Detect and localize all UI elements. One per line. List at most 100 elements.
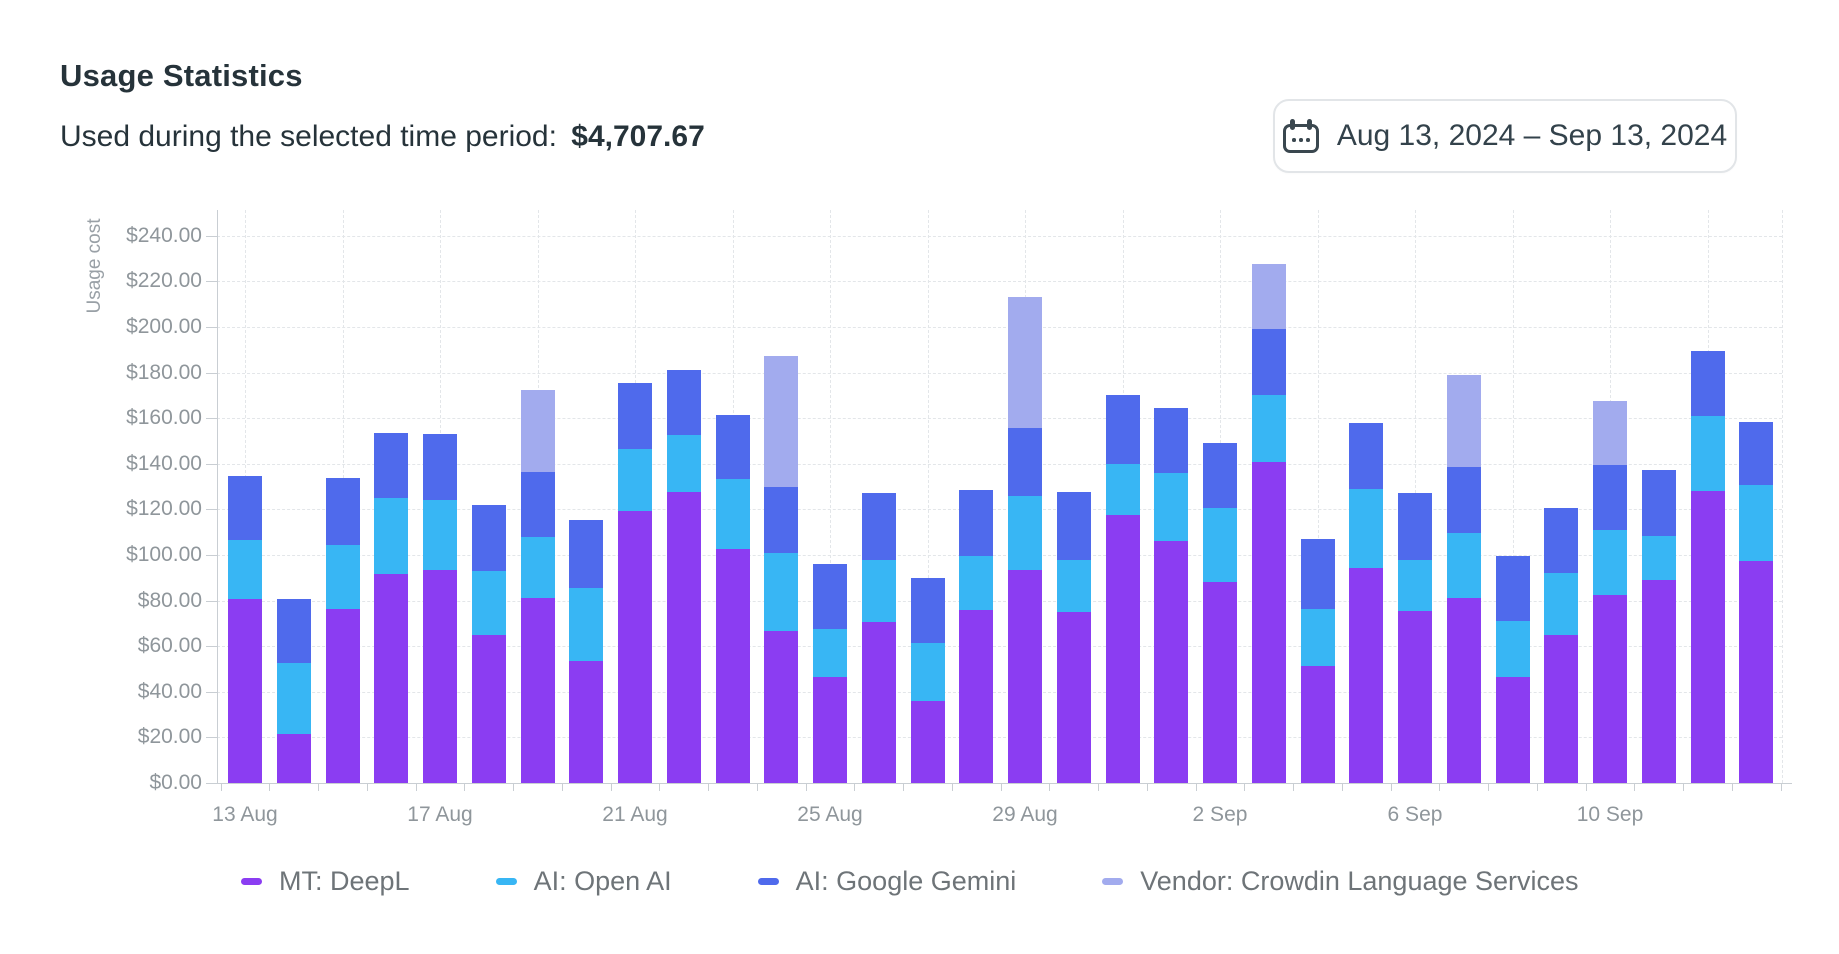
bar-segment-deepl[interactable] <box>1203 582 1237 783</box>
bar-segment-open-ai[interactable] <box>861 559 896 623</box>
bar-segment-google-gemini[interactable] <box>1446 467 1481 534</box>
bar-segment-google-gemini[interactable] <box>959 490 994 557</box>
bar-segment-open-ai[interactable] <box>1593 529 1627 595</box>
bar-7-sep[interactable] <box>1446 374 1481 783</box>
bar-segment-open-ai[interactable] <box>1251 395 1286 462</box>
bar-segment-google-gemini[interactable] <box>1349 422 1384 489</box>
bar-segment-open-ai[interactable] <box>1203 508 1237 583</box>
bar-20-aug[interactable] <box>569 519 604 783</box>
bar-19-aug[interactable] <box>520 389 555 783</box>
bar-segment-open-ai[interactable] <box>715 478 750 550</box>
bar-segment-open-ai[interactable] <box>618 449 652 511</box>
bar-segment-google-gemini[interactable] <box>1056 492 1091 560</box>
bar-segment-deepl[interactable] <box>325 608 360 783</box>
bar-segment-deepl[interactable] <box>1446 598 1481 783</box>
bar-13-sep[interactable] <box>1739 421 1774 783</box>
bar-segment-open-ai[interactable] <box>1641 535 1676 581</box>
bar-segment-deepl[interactable] <box>374 574 409 783</box>
bar-segment-deepl[interactable] <box>813 676 847 783</box>
bar-4-sep[interactable] <box>1300 539 1335 783</box>
bar-segment-open-ai[interactable] <box>1739 485 1774 561</box>
bar-segment-open-ai[interactable] <box>1154 472 1189 542</box>
bar-segment-crowdin-language-services[interactable] <box>520 389 555 472</box>
bar-8-sep[interactable] <box>1495 556 1530 783</box>
bar-segment-open-ai[interactable] <box>1446 533 1481 599</box>
bar-9-sep[interactable] <box>1544 508 1579 783</box>
bar-17-aug[interactable] <box>423 434 457 783</box>
bar-segment-crowdin-language-services[interactable] <box>1008 297 1042 429</box>
bar-segment-deepl[interactable] <box>618 510 652 783</box>
bar-segment-open-ai[interactable] <box>764 552 799 632</box>
bar-segment-open-ai[interactable] <box>325 544 360 609</box>
bar-segment-open-ai[interactable] <box>1544 573 1579 635</box>
bar-segment-open-ai[interactable] <box>1495 621 1530 677</box>
bar-segment-deepl[interactable] <box>1154 541 1189 783</box>
bar-segment-deepl[interactable] <box>423 569 457 783</box>
bar-segment-open-ai[interactable] <box>276 663 311 734</box>
bar-segment-google-gemini[interactable] <box>228 476 262 541</box>
bar-segment-open-ai[interactable] <box>1349 488 1384 568</box>
bar-segment-deepl[interactable] <box>276 733 311 783</box>
bar-16-aug[interactable] <box>374 433 409 783</box>
bar-segment-open-ai[interactable] <box>1008 495 1042 570</box>
bar-segment-deepl[interactable] <box>861 622 896 783</box>
bar-29-aug[interactable] <box>1008 297 1042 783</box>
bar-segment-open-ai[interactable] <box>471 570 506 635</box>
bar-segment-deepl[interactable] <box>1105 515 1140 783</box>
bar-segment-google-gemini[interactable] <box>1203 443 1237 509</box>
bar-12-sep[interactable] <box>1690 350 1725 783</box>
bar-segment-open-ai[interactable] <box>228 540 262 600</box>
bar-segment-google-gemini[interactable] <box>276 599 311 664</box>
bar-segment-deepl[interactable] <box>569 661 604 783</box>
bar-segment-deepl[interactable] <box>764 631 799 783</box>
bar-segment-deepl[interactable] <box>715 549 750 783</box>
bar-14-aug[interactable] <box>276 599 311 783</box>
bar-segment-crowdin-language-services[interactable] <box>1251 264 1286 330</box>
bar-segment-google-gemini[interactable] <box>471 504 506 571</box>
bar-26-aug[interactable] <box>861 493 896 783</box>
bar-28-aug[interactable] <box>959 490 994 783</box>
bar-segment-open-ai[interactable] <box>520 536 555 599</box>
bar-segment-google-gemini[interactable] <box>1495 556 1530 622</box>
bar-segment-crowdin-language-services[interactable] <box>1446 374 1481 468</box>
bar-segment-google-gemini[interactable] <box>666 370 701 436</box>
bar-segment-open-ai[interactable] <box>910 642 945 701</box>
bar-segment-google-gemini[interactable] <box>1105 395 1140 464</box>
bar-segment-open-ai[interactable] <box>959 556 994 610</box>
bar-segment-google-gemini[interactable] <box>618 382 652 449</box>
bar-segment-deepl[interactable] <box>1690 491 1725 783</box>
bar-25-aug[interactable] <box>813 564 847 783</box>
bar-2-sep[interactable] <box>1203 443 1237 783</box>
bar-segment-google-gemini[interactable] <box>1544 508 1579 574</box>
bar-segment-deepl[interactable] <box>666 492 701 783</box>
bar-18-aug[interactable] <box>471 504 506 783</box>
legend-item-crowdin-language-services[interactable]: Vendor: Crowdin Language Services <box>1102 866 1579 897</box>
bar-segment-open-ai[interactable] <box>569 588 604 662</box>
bar-segment-deepl[interactable] <box>1739 560 1774 783</box>
bar-segment-deepl[interactable] <box>1349 567 1384 783</box>
bar-segment-google-gemini[interactable] <box>764 486 799 553</box>
legend-item-open-ai[interactable]: AI: Open AI <box>495 866 672 897</box>
bar-11-sep[interactable] <box>1641 469 1676 783</box>
bar-segment-deepl[interactable] <box>959 609 994 783</box>
bar-segment-google-gemini[interactable] <box>1300 539 1335 609</box>
bar-15-aug[interactable] <box>325 477 360 783</box>
bar-segment-google-gemini[interactable] <box>861 493 896 560</box>
bar-13-aug[interactable] <box>228 476 262 783</box>
bar-23-aug[interactable] <box>715 414 750 783</box>
bar-segment-open-ai[interactable] <box>1300 608 1335 666</box>
bar-segment-google-gemini[interactable] <box>1739 421 1774 486</box>
bar-segment-google-gemini[interactable] <box>520 471 555 537</box>
bar-segment-open-ai[interactable] <box>1105 463 1140 516</box>
date-range-picker[interactable]: Aug 13, 2024 – Sep 13, 2024 <box>1273 99 1737 173</box>
bar-10-sep[interactable] <box>1593 401 1627 783</box>
bar-segment-crowdin-language-services[interactable] <box>764 355 799 487</box>
bar-segment-open-ai[interactable] <box>423 500 457 570</box>
bar-30-aug[interactable] <box>1056 492 1091 783</box>
bar-segment-google-gemini[interactable] <box>813 564 847 630</box>
bar-segment-deepl[interactable] <box>1398 610 1432 783</box>
bar-3-sep[interactable] <box>1251 264 1286 783</box>
bar-segment-google-gemini[interactable] <box>715 414 750 479</box>
bar-segment-open-ai[interactable] <box>1398 559 1432 611</box>
bar-segment-crowdin-language-services[interactable] <box>1593 401 1627 465</box>
